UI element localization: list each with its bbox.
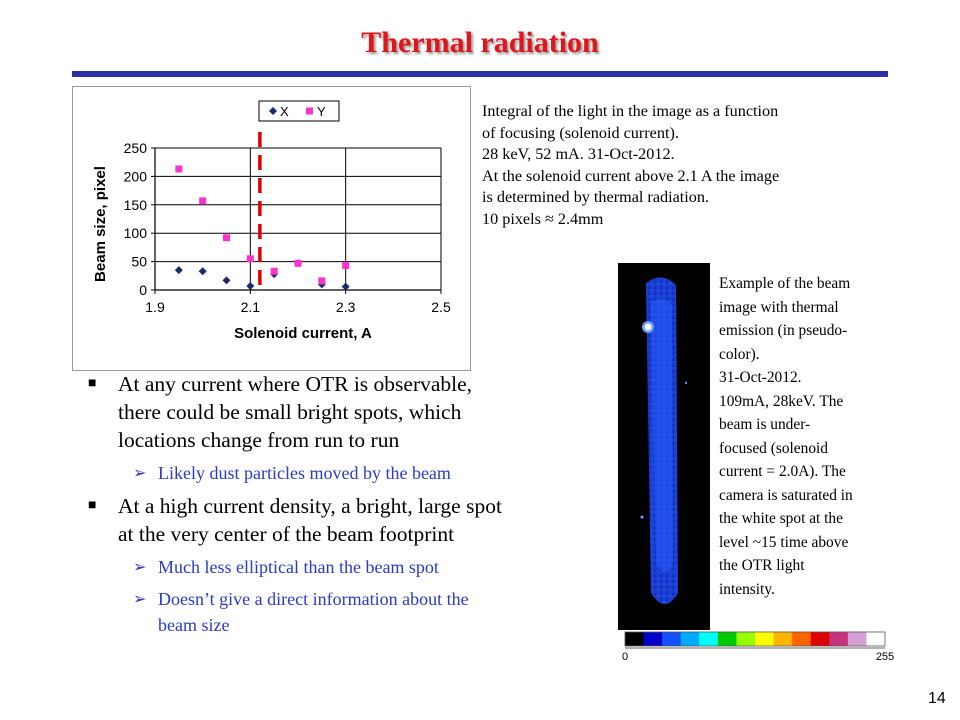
image-caption-line: beam is under- <box>719 416 811 433</box>
arrow-bullet-icon: ➢ <box>133 557 147 576</box>
image-caption-line: 31-Oct-2012. <box>719 369 802 386</box>
colorbar: 0 255 <box>622 631 894 663</box>
bullet-text-line: locations change from run to run <box>118 428 400 452</box>
legend-marker-y <box>306 107 313 115</box>
colorbar-swatch <box>625 632 645 646</box>
legend-label-x: X <box>280 104 289 119</box>
data-point-x <box>198 267 207 276</box>
image-caption-line: current = 2.0A). The <box>719 463 846 480</box>
colorbar-swatch <box>755 632 775 646</box>
colorbar-swatch <box>736 632 756 646</box>
data-point-y <box>318 277 326 285</box>
bullet-text-line: beam size <box>158 615 230 635</box>
data-point-x <box>341 282 350 291</box>
colorbar-swatch <box>699 632 719 646</box>
chart-caption-line: 28 keV, 52 mA. 31-Oct-2012. <box>482 145 675 163</box>
y-axis-label: Beam size, pixel <box>92 166 109 282</box>
image-caption-line: level ~15 time above <box>719 533 849 551</box>
image-caption-line: color). <box>719 345 760 363</box>
chart-caption-line: is determined by thermal radiation. <box>482 188 710 206</box>
image-caption-line: the OTR light <box>719 557 805 574</box>
colorbar-swatch <box>847 632 867 646</box>
bullet-text-line: Doesn’t give a direct information about … <box>158 589 469 609</box>
sub-bullet-item: ➢ Much less elliptical than the beam spot <box>88 554 628 580</box>
data-point-y <box>294 259 302 267</box>
bullet-text-line: At any current where OTR is observable, <box>118 372 473 396</box>
arrow-bullet-icon: ➢ <box>133 589 147 608</box>
chart-canvas: 0 50 100 150 200 250 1.9 2.1 2.3 2.5 Solenoid curr… <box>92 100 451 342</box>
chart-caption-line: of focusing (solenoid current). <box>482 123 679 142</box>
image-caption-line: image with thermal <box>719 298 839 316</box>
arrow-bullet-icon: ➢ <box>133 463 147 482</box>
bullet-list: ■ At any current where OTR is observable,… <box>88 370 628 644</box>
title-underline-bar <box>72 71 888 77</box>
image-caption-line: emission (in pseudo- <box>719 322 848 339</box>
bullet-text-line: at the very center of the beam footprint <box>118 522 455 546</box>
beam-image <box>618 263 710 630</box>
x-tick-label: 2.1 <box>241 299 261 315</box>
image-caption-line: the white spot at the <box>719 510 843 527</box>
image-caption: Example of the beam image with thermal emi… <box>719 272 919 601</box>
page-number: 14 <box>928 690 946 707</box>
image-caption-line: 109mA, 28keV. The <box>719 392 844 410</box>
data-point-y <box>342 262 350 270</box>
colorbar-swatch <box>662 632 682 646</box>
data-point-x <box>246 282 255 291</box>
colorbar-swatch <box>792 632 812 646</box>
legend-marker-x <box>269 107 277 115</box>
data-point-y <box>175 165 183 173</box>
square-bullet-icon: ■ <box>88 498 97 513</box>
bullet-text-line: Likely dust particles moved by the beam <box>158 463 451 483</box>
y-tick-label: 50 <box>131 254 147 270</box>
bullet-text-line: At a high current density, a bright, lar… <box>118 494 502 518</box>
colorbar-swatch <box>717 632 737 646</box>
image-caption-line: camera is saturated in <box>719 486 853 504</box>
colorbar-swatch <box>680 632 700 646</box>
chart-caption-line: Integral of the light in the image as a … <box>482 102 779 120</box>
colorbar-max-label: 255 <box>876 651 894 663</box>
bullet-item: ■ At any current where OTR is observable,… <box>88 370 628 454</box>
x-tick-label: 2.3 <box>336 299 356 315</box>
image-caption-line: Example of the beam <box>719 275 851 292</box>
colorbar-swatch <box>866 632 886 646</box>
colorbar-min-label: 0 <box>622 651 628 663</box>
image-caption-line: intensity. <box>719 580 775 598</box>
chart-caption: Integral of the light in the image as a … <box>482 101 902 230</box>
data-point-y <box>223 234 230 242</box>
sub-bullet-item: ➢ Likely dust particles moved by the beam <box>88 460 628 486</box>
data-point-y <box>199 197 207 205</box>
colorbar-swatch <box>810 632 830 646</box>
x-tick-label: 1.9 <box>145 299 165 315</box>
bullet-item: ■ At a high current density, a bright, la… <box>88 492 628 548</box>
y-tick-label: 100 <box>124 225 148 241</box>
data-point-y <box>270 267 278 275</box>
square-bullet-icon: ■ <box>88 376 97 391</box>
plot-area <box>154 147 442 291</box>
y-tick-label: 0 <box>139 282 147 298</box>
y-tick-label: 200 <box>124 168 148 184</box>
colorbar-border <box>624 631 886 647</box>
bullet-text-line: there could be small bright spots, which <box>118 400 462 424</box>
colorbar-swatch <box>829 632 849 646</box>
data-point-y <box>246 255 254 263</box>
colorbar-swatch <box>773 632 793 646</box>
colorbar-swatch <box>643 632 663 646</box>
data-point-x <box>174 266 183 275</box>
image-caption-line: focused (solenoid <box>719 439 828 457</box>
data-point-x <box>222 276 231 285</box>
x-axis-label: Solenoid current, A <box>234 325 372 342</box>
chart-caption-line: At the solenoid current above 2.1 A the … <box>482 166 780 185</box>
beam-size-chart: 0 50 100 150 200 250 1.9 2.1 2.3 2.5 Solenoid curr… <box>72 86 471 371</box>
legend-label-y: Y <box>317 104 326 119</box>
slide-title: Thermal radiation <box>361 26 599 59</box>
y-tick-label: 150 <box>124 197 148 213</box>
x-tick-label: 2.5 <box>431 299 451 315</box>
y-tick-label: 250 <box>124 140 148 156</box>
legend-box <box>258 100 340 122</box>
bullet-text-line: Much less elliptical than the beam spot <box>158 557 439 577</box>
sub-bullet-item: ➢ Doesn’t give a direct information about… <box>88 586 628 638</box>
chart-caption-line: 10 pixels ≈ 2.4mm <box>482 209 604 228</box>
